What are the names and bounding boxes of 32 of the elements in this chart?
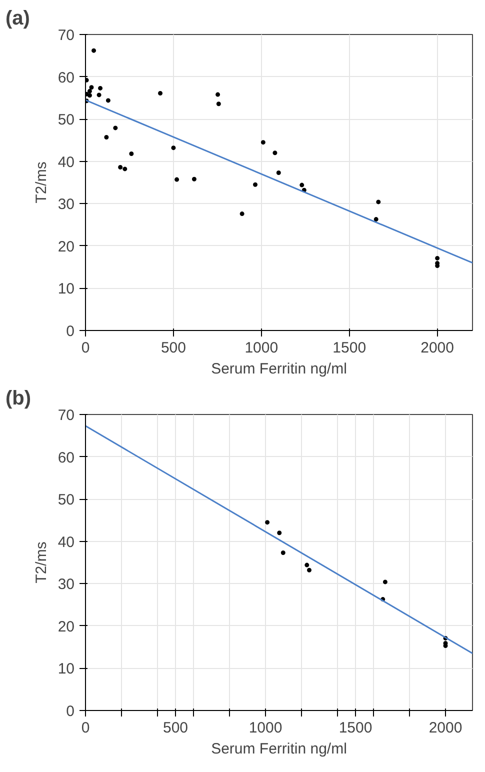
y-tick-label: 20 bbox=[58, 618, 75, 636]
x-tick-label: 1500 bbox=[332, 340, 366, 356]
x-axis-title: Serum Ferritin ng/ml bbox=[211, 360, 347, 378]
text: (b) bbox=[6, 388, 32, 410]
y-tick-label: 30 bbox=[58, 196, 75, 214]
y-tick-label: 40 bbox=[58, 534, 75, 551]
text: (a) bbox=[6, 8, 30, 30]
y-tick-label: 40 bbox=[58, 154, 75, 171]
y-axis-title: T2/ms bbox=[32, 542, 50, 584]
x-tick-label: 0 bbox=[81, 720, 90, 736]
x-tick-label: 2000 bbox=[428, 720, 462, 736]
x-tick-label: 0 bbox=[81, 340, 90, 356]
x-tick-label: 1500 bbox=[338, 720, 372, 736]
y-tick-label: 10 bbox=[58, 280, 75, 298]
y-tick-label: 20 bbox=[58, 238, 75, 256]
x-tick-label: 500 bbox=[160, 340, 186, 356]
x-tick-label: 1000 bbox=[244, 340, 278, 356]
y-tick-label: 70 bbox=[58, 27, 75, 44]
y-tick-label: 0 bbox=[66, 703, 74, 720]
y-tick-label: 60 bbox=[58, 449, 75, 466]
y-tick-label: 50 bbox=[58, 112, 75, 129]
y-tick-label: 60 bbox=[58, 69, 75, 86]
y-tick-label: 50 bbox=[58, 492, 75, 509]
y-tick-label: 70 bbox=[58, 407, 75, 424]
x-tick-label: 2000 bbox=[420, 340, 454, 356]
y-tick-label: 10 bbox=[58, 660, 75, 678]
x-tick-label: 500 bbox=[162, 720, 188, 736]
y-tick-label: 30 bbox=[58, 576, 75, 594]
x-axis-title: Serum Ferritin ng/ml bbox=[211, 740, 347, 758]
y-axis-title: T2/ms bbox=[32, 162, 50, 204]
y-tick-label: 0 bbox=[66, 323, 74, 340]
x-tick-label: 1000 bbox=[248, 720, 282, 736]
